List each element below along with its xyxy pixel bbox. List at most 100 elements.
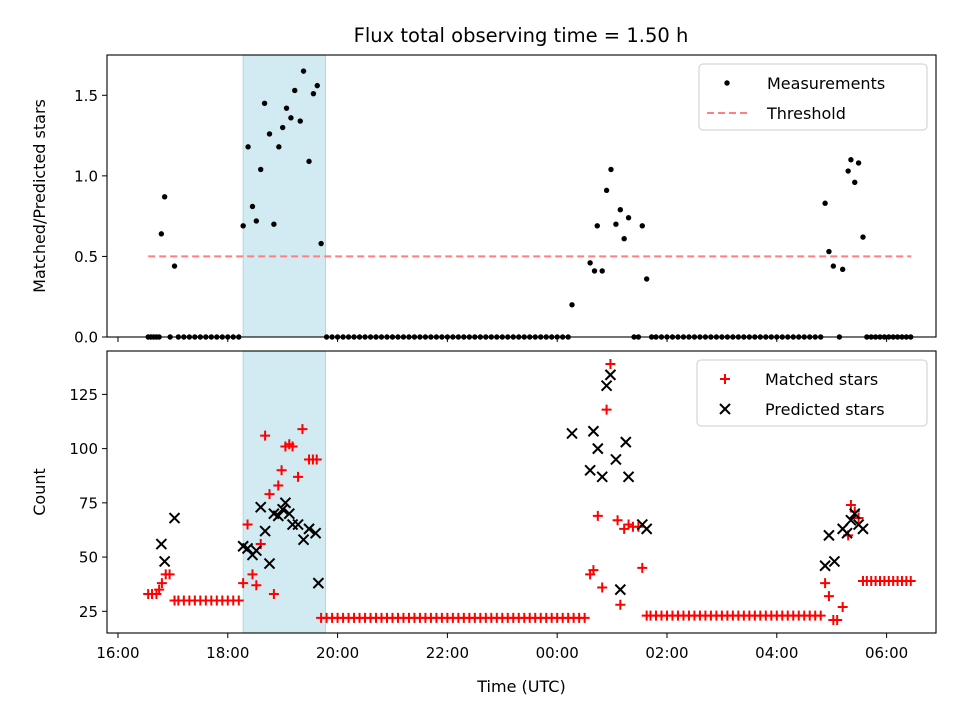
measurement-point [822, 200, 828, 206]
measurement-point [613, 221, 619, 227]
predicted-point [297, 534, 310, 546]
measurement-point [603, 187, 610, 194]
chart-title: Flux total observing time = 1.50 h [354, 24, 689, 47]
measurement-point [860, 234, 866, 240]
y-tick-label: 25 [79, 603, 98, 621]
measurement-point [621, 236, 627, 242]
matched-point [311, 454, 322, 465]
predicted-point [566, 427, 578, 440]
measurement-point [587, 260, 593, 266]
x-tick-label: 04:00 [755, 644, 798, 662]
predicted-point [272, 510, 284, 522]
matched-point [287, 441, 298, 452]
predicted-point [622, 471, 635, 483]
matched-point [156, 578, 167, 589]
matched-point [633, 521, 644, 532]
measurement-point [848, 157, 854, 163]
matched-point [592, 510, 603, 521]
measurement-point [300, 68, 307, 74]
measurement-point [855, 160, 862, 166]
predicted-point [263, 557, 276, 570]
measurement-point [245, 144, 251, 150]
predicted-point [849, 507, 861, 520]
measurement-point [830, 263, 837, 269]
y-axis-label: Count [30, 468, 49, 516]
predicted-point [592, 442, 604, 455]
measurement-point [643, 276, 650, 282]
matched-point [845, 500, 856, 511]
matched-point [154, 584, 165, 595]
predicted-point [255, 501, 267, 513]
matched-point [823, 591, 834, 602]
y-tick-label: 0.5 [74, 248, 98, 266]
predicted-point [828, 555, 841, 568]
measurement-point [608, 166, 614, 173]
measurement-point [826, 248, 832, 255]
matched-point [832, 614, 843, 625]
predicted-point [276, 503, 289, 516]
matched-point [579, 612, 590, 623]
measurement-point [310, 90, 317, 97]
legend-label: Matched stars [765, 370, 878, 389]
matched-point [905, 575, 916, 586]
measurement-point [852, 179, 858, 186]
matched-point [597, 582, 608, 593]
predicted-point [309, 527, 322, 539]
predicted-point [158, 555, 171, 568]
measurement-point [283, 105, 290, 111]
matched-point [297, 424, 308, 435]
measurement-point [594, 223, 600, 229]
measurement-point [271, 221, 277, 227]
matched-point [164, 569, 175, 580]
matched-point [637, 562, 648, 573]
measurement-point [617, 206, 624, 213]
y-tick-label: 100 [69, 440, 98, 458]
matched-point [242, 519, 253, 530]
predicted-point [819, 560, 831, 572]
measurement-point [279, 124, 286, 131]
predicted-point [584, 464, 596, 477]
matched-point [276, 465, 287, 476]
axes-frame [106, 54, 937, 338]
legend-measurement-marker [724, 80, 730, 86]
y-tick-label: 0.0 [74, 329, 98, 347]
highlight-band [242, 54, 327, 338]
legend-box [696, 359, 928, 427]
measurement-point [249, 203, 256, 210]
measurement-point [253, 218, 260, 224]
legend-label: Threshold [766, 104, 846, 123]
matched-point [588, 565, 599, 576]
predicted-point [614, 583, 627, 596]
matched-point [273, 480, 284, 491]
matched-point [251, 580, 262, 591]
measurement-point [625, 215, 632, 221]
legend-matched-marker [720, 374, 730, 384]
predicted-point [303, 523, 315, 535]
bottom-axes: 25 50 75 100 125 16:00 18:00 20:00 22:00 00:00 02:… [30, 350, 937, 696]
legend-label: Measurements [767, 74, 885, 93]
measurement-point [266, 131, 273, 137]
predicted-point [823, 529, 835, 542]
measurement-point [845, 168, 851, 174]
matched-point [615, 599, 626, 610]
measurement-point [261, 100, 268, 107]
x-tick-label: 16:00 [96, 644, 139, 662]
measurement-point [276, 144, 282, 150]
predicted-point [620, 436, 632, 448]
matched-point [247, 569, 258, 580]
measurement-point [599, 268, 605, 274]
matched-point [601, 404, 612, 415]
measurement-point [591, 268, 598, 274]
x-tick-label: 20:00 [316, 644, 359, 662]
matched-point [623, 519, 634, 530]
legend-label: Predicted stars [765, 400, 885, 419]
predicted-point [587, 425, 600, 437]
measurement-point [569, 302, 575, 308]
axes-frame [106, 350, 937, 634]
predicted-point [279, 497, 292, 509]
measurement-point [639, 223, 645, 229]
predicted-point [259, 525, 271, 537]
matched-point [605, 359, 616, 370]
x-tick-label: 22:00 [426, 644, 469, 662]
x-tick-label: 18:00 [206, 644, 249, 662]
